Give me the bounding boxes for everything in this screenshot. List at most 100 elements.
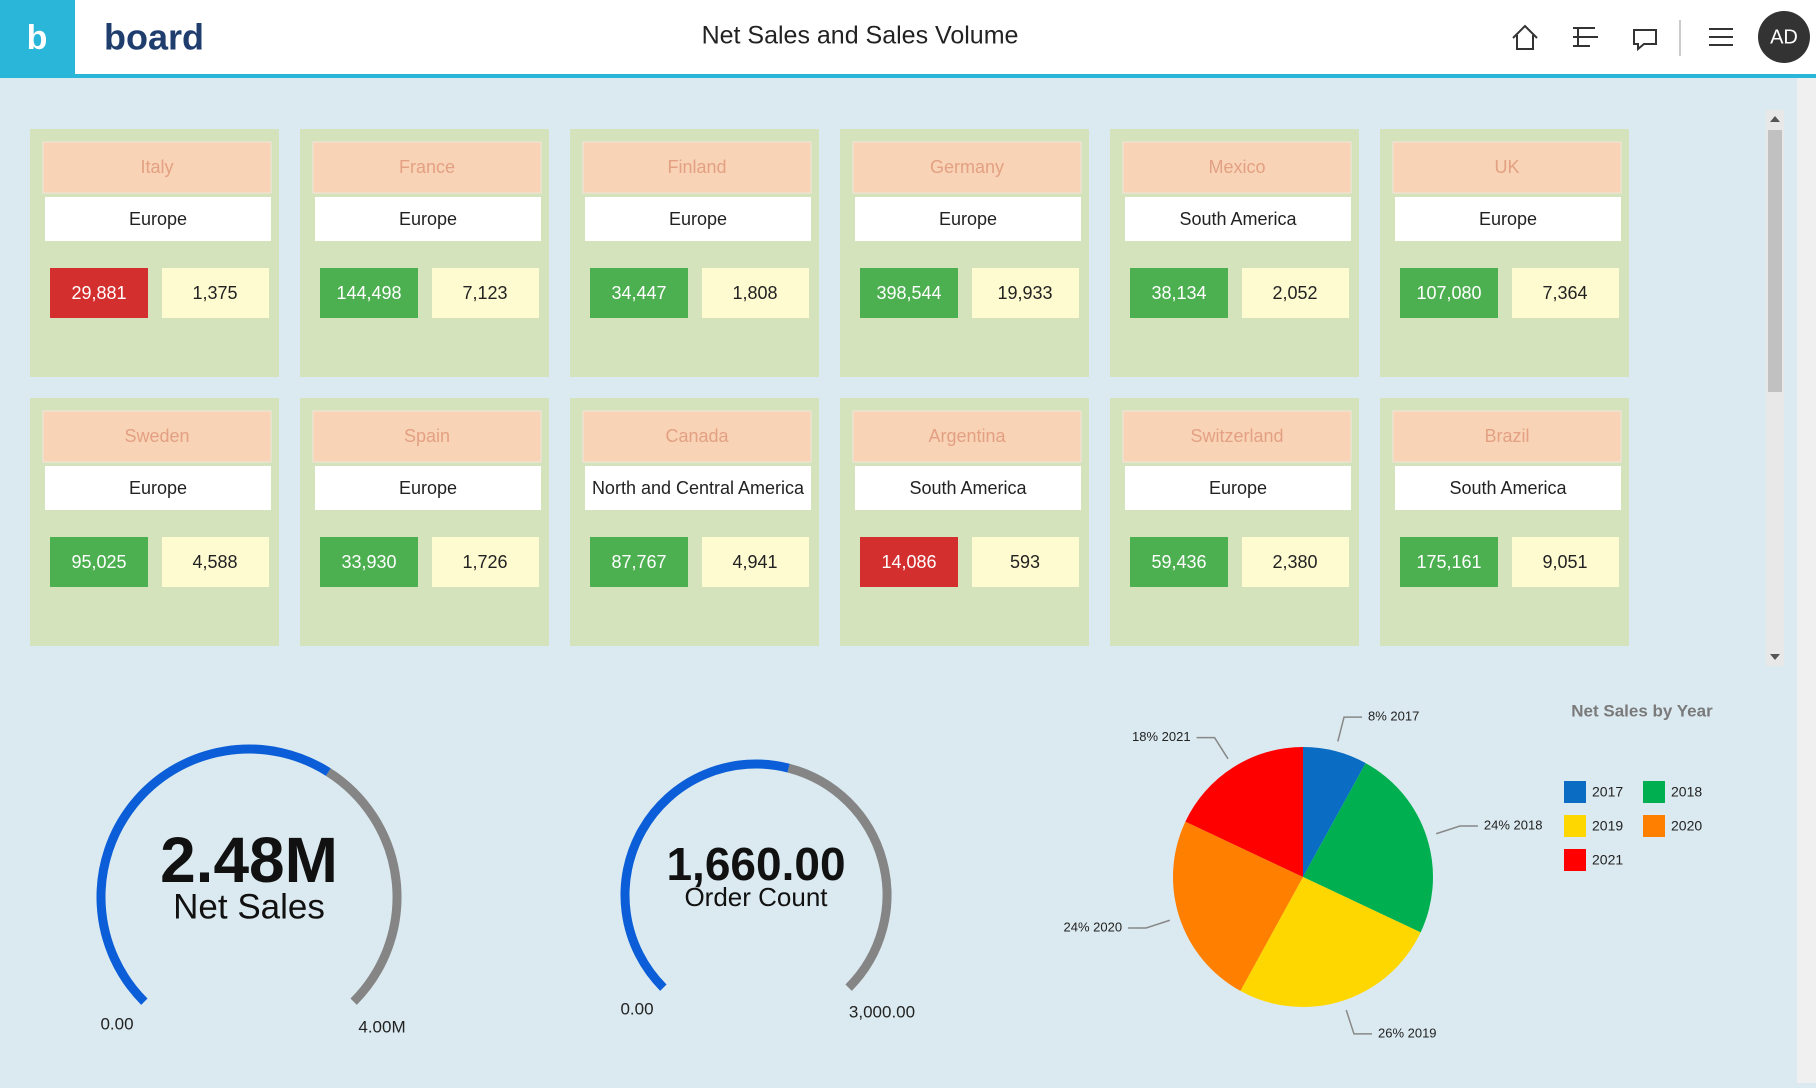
region-label: Europe — [1209, 478, 1267, 498]
comment-icon[interactable] — [1633, 29, 1657, 52]
volume-value: 1,375 — [192, 283, 237, 303]
region-box — [585, 466, 811, 510]
net-sales-box — [320, 537, 418, 587]
legend-swatch — [1643, 815, 1665, 837]
volume-value: 1,726 — [462, 552, 507, 572]
region-label: South America — [909, 478, 1027, 498]
net-sales-box — [1400, 268, 1498, 318]
region-box — [1125, 197, 1351, 241]
net-sales-value: 14,086 — [881, 552, 936, 572]
region-label: Europe — [399, 478, 457, 498]
pie-label: 26% 2019 — [1378, 1025, 1437, 1040]
legend-swatch — [1564, 849, 1586, 871]
pie-slice[interactable] — [1240, 877, 1421, 1008]
gauge-track — [787, 763, 892, 991]
volume-box — [702, 268, 809, 318]
scrollbar-thumb[interactable] — [1768, 130, 1782, 392]
gauge-value: 2.48M — [160, 824, 338, 896]
volume-value: 19,933 — [997, 283, 1052, 303]
volume-box — [432, 268, 539, 318]
volume-box — [1512, 268, 1619, 318]
volume-box — [432, 537, 539, 587]
gauge-max: 3,000.00 — [849, 1002, 915, 1021]
header-icons — [1512, 20, 1733, 56]
country-box — [1392, 410, 1622, 463]
region-label: Europe — [669, 209, 727, 229]
net-sales-box — [1400, 537, 1498, 587]
page-scrollbar — [1797, 78, 1816, 1083]
net-sales-value: 144,498 — [336, 283, 401, 303]
menu-icon[interactable] — [1709, 28, 1733, 46]
volume-value: 1,808 — [732, 283, 777, 303]
country-box — [582, 410, 812, 463]
region-label: Europe — [129, 209, 187, 229]
country-box — [312, 141, 542, 194]
legend-label: 2019 — [1592, 818, 1623, 834]
country-label: Spain — [404, 426, 450, 446]
pie-slice[interactable] — [1185, 747, 1303, 877]
country-label: UK — [1494, 157, 1519, 177]
region-label: Europe — [939, 209, 997, 229]
volume-box — [972, 537, 1079, 587]
pie-label: 18% 2021 — [1132, 729, 1191, 744]
navigation-icon[interactable] — [1573, 27, 1598, 47]
pie-slice[interactable] — [1303, 763, 1433, 933]
net-sales-value: 38,134 — [1151, 283, 1206, 303]
country-box — [582, 141, 812, 194]
pie-label: 24% 2018 — [1484, 817, 1543, 832]
region-label: South America — [1179, 209, 1297, 229]
country-label: Finland — [667, 157, 726, 177]
net-sales-box — [320, 268, 418, 318]
gauge-min: 0.00 — [620, 999, 653, 1018]
logo-text: board — [104, 17, 204, 58]
header-line — [0, 74, 1816, 78]
region-box — [1125, 466, 1351, 510]
net-sales-box — [1130, 268, 1228, 318]
legend-swatch — [1643, 781, 1665, 803]
country-box — [1122, 410, 1352, 463]
country-label: Italy — [140, 157, 173, 177]
avatar-initials: AD — [1770, 26, 1798, 48]
logo-mark: b — [27, 19, 48, 57]
leader-line — [1196, 736, 1229, 760]
volume-value: 2,052 — [1272, 283, 1317, 303]
leader-line — [1345, 1009, 1372, 1035]
country-box — [852, 141, 1082, 194]
country-label: Germany — [930, 157, 1004, 177]
page-title: Net Sales and Sales Volume — [702, 22, 1019, 50]
gauge-max: 4.00M — [358, 1017, 405, 1036]
home-icon[interactable] — [1512, 24, 1538, 50]
region-label: Europe — [399, 209, 457, 229]
country-label: France — [399, 157, 455, 177]
region-label: Europe — [1479, 209, 1537, 229]
region-box — [315, 466, 541, 510]
net-sales-box — [1130, 537, 1228, 587]
legend-swatch — [1564, 781, 1586, 803]
country-box — [42, 410, 272, 463]
gauge-name: Net Sales — [173, 887, 325, 926]
gauge-name: Order Count — [684, 882, 828, 912]
net-sales-value: 29,881 — [71, 283, 126, 303]
logo-square[interactable] — [0, 0, 75, 78]
net-sales-value: 87,767 — [611, 552, 666, 572]
volume-box — [1242, 268, 1349, 318]
pie-slice[interactable] — [1303, 747, 1366, 877]
net-sales-box — [860, 268, 958, 318]
volume-value: 2,380 — [1272, 552, 1317, 572]
pie-slice[interactable] — [1173, 821, 1303, 991]
volume-value: 9,051 — [1542, 552, 1587, 572]
country-label: Argentina — [928, 426, 1006, 446]
region-box — [45, 466, 271, 510]
country-box — [1122, 141, 1352, 194]
region-box — [315, 197, 541, 241]
leader-line — [1337, 716, 1363, 742]
volume-box — [1242, 537, 1349, 587]
avatar[interactable] — [1758, 11, 1810, 63]
volume-box — [972, 268, 1079, 318]
volume-value: 7,123 — [462, 283, 507, 303]
net-sales-box — [590, 537, 688, 587]
region-box — [1395, 197, 1621, 241]
volume-value: 7,364 — [1542, 283, 1587, 303]
